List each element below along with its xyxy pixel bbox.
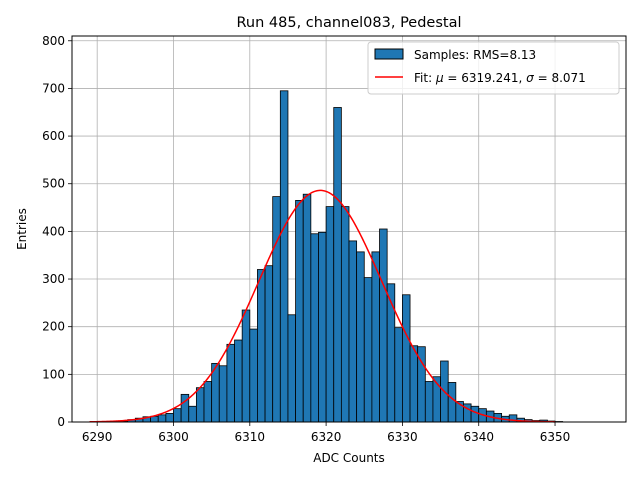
- histogram-bar: [340, 206, 350, 423]
- histogram-bar: [348, 240, 358, 423]
- histogram-bar: [173, 408, 182, 423]
- y-tick-label: 500: [42, 177, 65, 191]
- x-tick-label: 6350: [540, 430, 571, 444]
- gaussian-fit-curve: [89, 189, 556, 423]
- histogram-bar: [279, 90, 289, 423]
- legend-fit-label: Fit: μ = 6319.241, σ = 8.071: [414, 71, 586, 85]
- legend: Samples: RMS=8.13 Fit: μ = 6319.241, σ =…: [367, 41, 620, 95]
- histogram-bar: [363, 277, 373, 423]
- histogram-bar: [203, 381, 213, 423]
- x-axis-label: ADC Counts: [313, 451, 385, 465]
- histogram-bar: [402, 294, 411, 423]
- x-tick-label: 6300: [158, 430, 189, 444]
- x-axis-ticks: 6290 6300 6310 6320 6330 6340 6350: [82, 422, 570, 444]
- y-axis-label: Entries: [15, 208, 29, 250]
- y-tick-label: 400: [42, 224, 65, 238]
- histogram-bar: [409, 345, 419, 423]
- histogram-bar: [249, 328, 258, 423]
- x-tick-label: 6330: [387, 430, 418, 444]
- histogram-bar: [379, 228, 388, 423]
- histogram-bar: [371, 251, 380, 423]
- histogram-bar: [310, 233, 319, 423]
- histogram-bar: [165, 413, 174, 423]
- x-tick-label: 6310: [235, 430, 266, 444]
- y-tick-label: 100: [42, 367, 65, 381]
- histogram-bar: [356, 251, 365, 423]
- histogram-bar: [394, 327, 403, 423]
- histogram-bar: [234, 339, 243, 423]
- histogram-bar: [188, 405, 197, 423]
- histogram-bar: [257, 269, 266, 423]
- x-tick-label: 6290: [82, 430, 113, 444]
- y-axis-ticks: 0 100 200 300 400 500 600 700 800: [42, 34, 72, 429]
- histogram-bar: [241, 309, 251, 423]
- y-tick-label: 200: [42, 320, 65, 334]
- histogram-bar: [295, 200, 304, 423]
- histogram-bar: [264, 265, 274, 423]
- plot-frame: [71, 35, 627, 423]
- histogram-bar: [386, 283, 396, 423]
- histogram-bars: [119, 90, 564, 423]
- y-tick-label: 300: [42, 272, 65, 286]
- histogram-bar: [287, 314, 296, 423]
- y-tick-label: 800: [42, 34, 65, 48]
- histogram-bar: [226, 343, 235, 423]
- histogram-bar: [424, 381, 434, 423]
- histogram-bar: [302, 193, 312, 423]
- legend-histogram-swatch: [374, 48, 404, 60]
- histogram-bar: [447, 382, 457, 423]
- histogram-bar: [195, 387, 205, 423]
- histogram-bar: [470, 405, 480, 423]
- x-tick-label: 6320: [311, 430, 342, 444]
- histogram-bar: [157, 414, 167, 423]
- histogram-bar: [325, 206, 335, 423]
- chart-title: Run 485, channel083, Pedestal: [236, 15, 461, 31]
- legend-box: [367, 41, 620, 95]
- histogram-bar: [318, 231, 327, 423]
- y-tick-label: 600: [42, 129, 65, 143]
- histogram-bar: [333, 107, 342, 423]
- y-tick-label: 700: [42, 81, 65, 95]
- x-tick-label: 6340: [463, 430, 494, 444]
- y-tick-label: 0: [57, 415, 65, 429]
- legend-histogram-label: Samples: RMS=8.13: [414, 48, 536, 62]
- histogram-bar: [272, 196, 281, 423]
- histogram-bar: [218, 365, 228, 423]
